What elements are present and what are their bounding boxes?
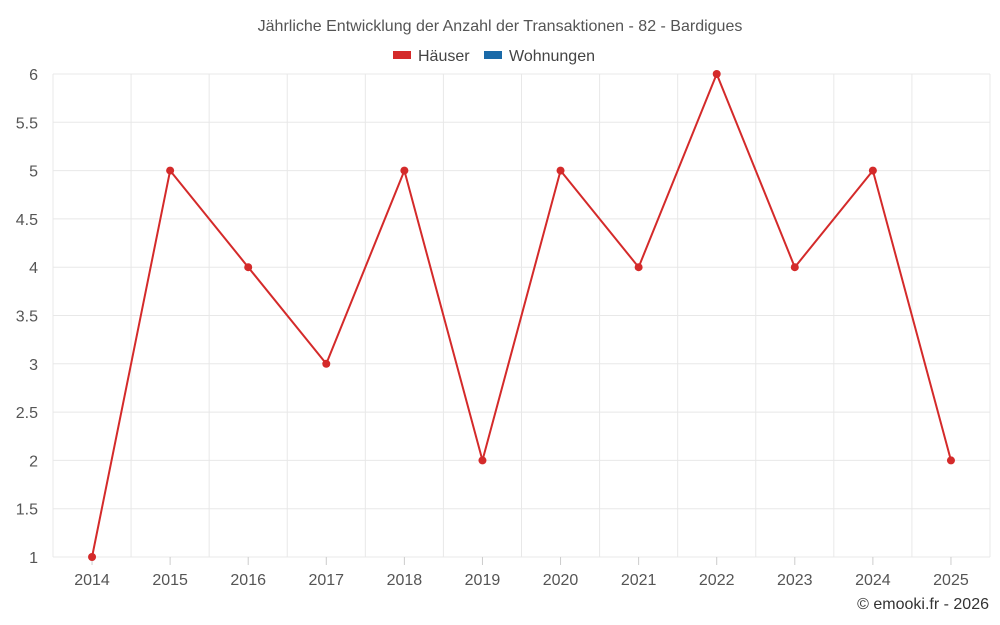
y-tick-label: 3	[29, 357, 38, 374]
x-tick-label: 2025	[933, 572, 969, 589]
data-point[interactable]	[712, 70, 721, 78]
y-tick-label: 1	[29, 550, 38, 567]
x-tick-label: 2019	[465, 572, 501, 589]
series-line	[91, 73, 952, 558]
legend-label-haeuser: Häuser	[418, 48, 470, 65]
y-axis-ticks: 1 1.5 2 2.5 3 3.5 4 4.5 5 5.5 6	[16, 67, 38, 567]
y-tick-label: 2	[29, 453, 38, 470]
data-point[interactable]	[790, 263, 799, 272]
y-tick-label: 2.5	[16, 405, 38, 422]
y-tick-label: 5	[29, 164, 38, 181]
x-tick-label: 2020	[543, 572, 579, 589]
x-tick-label: 2017	[308, 572, 344, 589]
data-point[interactable]	[946, 456, 955, 465]
credit-text: © emooki.fr - 2026	[857, 596, 989, 613]
x-tick-label: 2016	[230, 572, 266, 589]
legend-swatch-wohnungen	[484, 51, 502, 59]
y-tick-label: 4.5	[16, 212, 38, 229]
series-haeuser	[88, 70, 955, 561]
y-tick-label: 3.5	[16, 309, 38, 326]
y-tick-label: 6	[29, 67, 38, 84]
data-point[interactable]	[868, 166, 877, 175]
x-tick-label: 2022	[699, 572, 735, 589]
data-point[interactable]	[478, 456, 487, 465]
y-tick-label: 1.5	[16, 502, 38, 519]
legend-swatch-haeuser	[393, 51, 411, 59]
data-point[interactable]	[634, 263, 643, 272]
data-point[interactable]	[166, 166, 175, 175]
legend-label-wohnungen: Wohnungen	[509, 48, 595, 65]
y-tick-label: 4	[29, 260, 38, 277]
x-tick-label: 2021	[621, 572, 657, 589]
x-tick-label: 2024	[855, 572, 891, 589]
x-tick-label: 2015	[152, 572, 188, 589]
data-point[interactable]	[556, 166, 565, 175]
x-tick-label: 2023	[777, 572, 813, 589]
x-axis-ticks: 2014 2015 2016 2017 2018 2019 2020 2021 2022 2023…	[74, 557, 969, 589]
y-tick-label: 5.5	[16, 115, 38, 132]
legend: Häuser Wohnungen	[393, 48, 595, 65]
data-point[interactable]	[322, 359, 331, 368]
data-point[interactable]	[88, 553, 97, 561]
chart-title: Jährliche Entwicklung der Anzahl der Tra…	[258, 18, 743, 35]
x-tick-label: 2014	[74, 572, 110, 589]
x-tick-label: 2018	[387, 572, 423, 589]
data-point[interactable]	[400, 166, 409, 175]
data-point[interactable]	[244, 263, 253, 272]
